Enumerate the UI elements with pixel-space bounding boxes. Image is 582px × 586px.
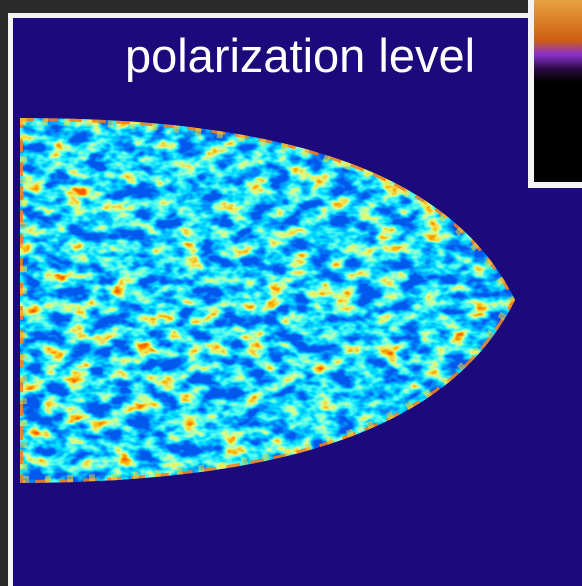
inset-image bbox=[534, 0, 582, 182]
figure: polarization level bbox=[0, 0, 582, 586]
title: polarization level bbox=[125, 29, 475, 82]
